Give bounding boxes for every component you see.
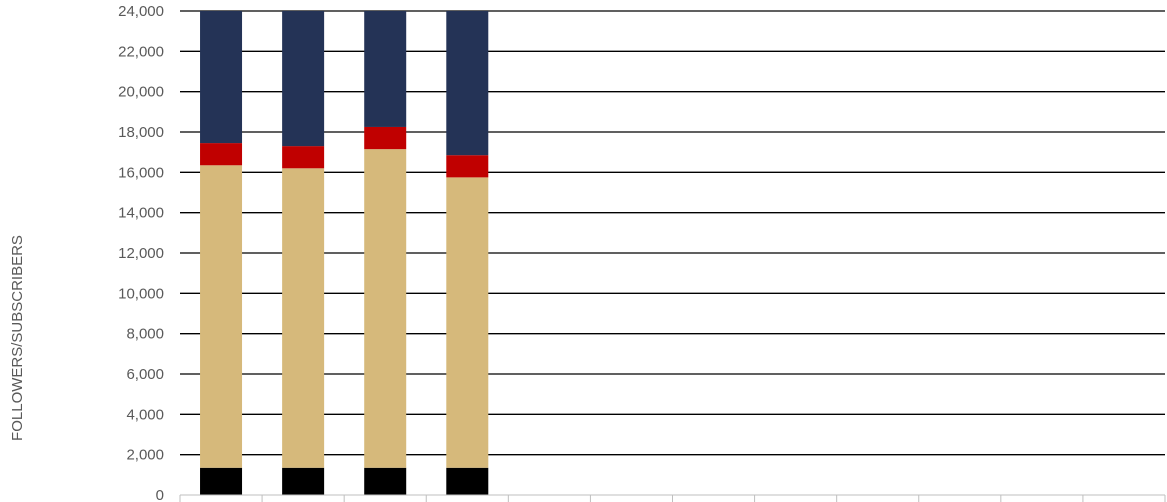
gridlines (180, 10, 1165, 456)
bar-segment (282, 168, 325, 468)
y-tick-label: 22,000 (118, 43, 164, 60)
y-tick-label: 0 (156, 487, 164, 502)
bar-segment (364, 11, 407, 127)
y-tick-label: 2,000 (126, 447, 164, 464)
y-tick-label: 10,000 (118, 285, 164, 302)
bar-segment (200, 467, 243, 495)
y-axis-label: FOLLOWERS/SUBSCRIBERS (9, 235, 26, 441)
bar-segment (282, 11, 325, 147)
y-tick-label: 24,000 (118, 3, 164, 20)
bar-segment (446, 177, 489, 468)
bar-segment (364, 126, 407, 150)
bar-segment (446, 11, 489, 156)
bars (200, 11, 489, 495)
y-tick-label: 18,000 (118, 124, 164, 141)
y-tick-label: 12,000 (118, 245, 164, 262)
y-tick-label: 20,000 (118, 84, 164, 101)
y-tick-label: 4,000 (126, 406, 164, 423)
bar-segment (446, 467, 489, 495)
bar-segment (200, 165, 243, 468)
y-tick-label: 14,000 (118, 205, 164, 222)
bar-segment (282, 146, 325, 169)
bar-segment (282, 467, 325, 495)
bar-segment (200, 143, 243, 166)
bar-segment (200, 11, 243, 144)
bar-segment (446, 155, 489, 178)
y-tick-labels: 0 2,000 4,000 6,000 8,000 10,000 12,000 14,000 1… (118, 3, 164, 502)
y-tick-label: 16,000 (118, 164, 164, 181)
y-tick-label: 8,000 (126, 326, 164, 343)
bar-segment (364, 467, 407, 495)
y-tick-label: 6,000 (126, 366, 164, 383)
x-axis (179, 494, 1166, 502)
bar-segment (364, 149, 407, 468)
